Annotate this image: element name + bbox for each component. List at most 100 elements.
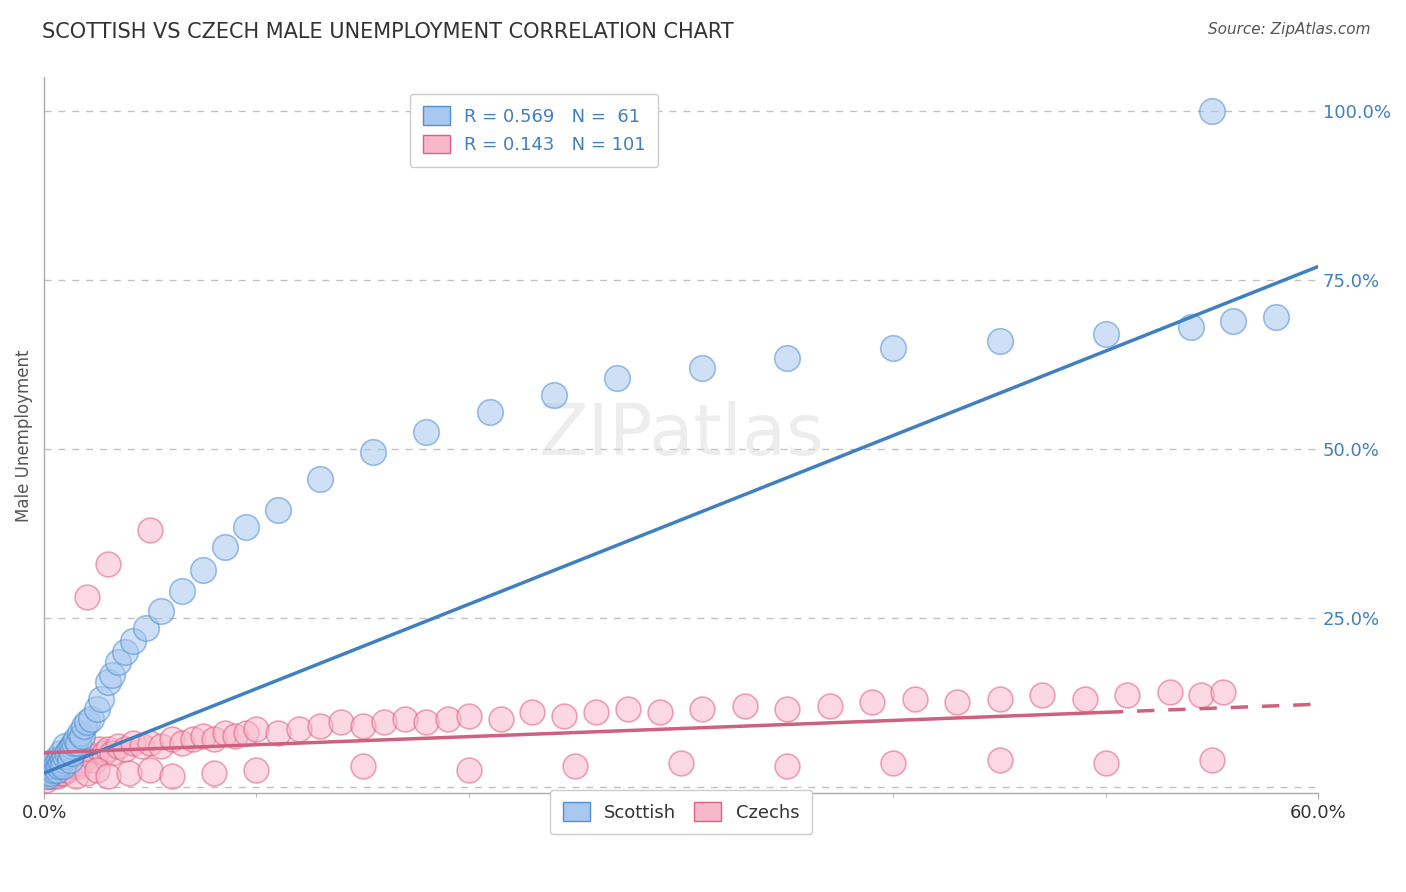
Point	[904, 691, 927, 706]
Point	[60, 759, 83, 773]
Point	[80, 749, 103, 764]
Point	[181, 732, 204, 747]
Point	[93, 746, 115, 760]
Point	[1201, 753, 1223, 767]
Point	[41, 763, 63, 777]
Point	[48, 759, 70, 773]
Point	[149, 604, 172, 618]
Point	[1264, 310, 1286, 325]
Point	[41, 756, 63, 770]
Point	[1094, 327, 1116, 342]
Point	[45, 759, 67, 773]
Point	[131, 739, 153, 753]
Point	[882, 341, 904, 355]
Point	[45, 756, 67, 770]
Point	[373, 715, 395, 730]
Point	[35, 772, 58, 787]
Point	[245, 722, 267, 736]
Legend: Scottish, Czechs: Scottish, Czechs	[550, 789, 813, 834]
Point	[139, 736, 162, 750]
Point	[58, 756, 80, 770]
Point	[309, 472, 332, 486]
Point	[73, 753, 96, 767]
Point	[606, 371, 628, 385]
Point	[394, 712, 416, 726]
Point	[97, 674, 120, 689]
Point	[118, 766, 141, 780]
Point	[489, 712, 512, 726]
Point	[90, 691, 112, 706]
Point	[988, 753, 1011, 767]
Point	[1189, 689, 1212, 703]
Point	[648, 706, 671, 720]
Point	[1073, 691, 1095, 706]
Point	[39, 769, 62, 783]
Point	[114, 644, 136, 658]
Point	[48, 753, 70, 767]
Point	[361, 445, 384, 459]
Text: SCOTTISH VS CZECH MALE UNEMPLOYMENT CORRELATION CHART: SCOTTISH VS CZECH MALE UNEMPLOYMENT CORR…	[42, 22, 734, 42]
Point	[48, 763, 70, 777]
Point	[692, 702, 714, 716]
Point	[49, 756, 72, 770]
Point	[101, 746, 124, 760]
Point	[39, 766, 62, 780]
Point	[72, 756, 94, 770]
Point	[58, 753, 80, 767]
Point	[39, 759, 62, 773]
Point	[122, 634, 145, 648]
Point	[522, 706, 544, 720]
Point	[139, 763, 162, 777]
Point	[214, 725, 236, 739]
Point	[882, 756, 904, 770]
Point	[41, 769, 63, 783]
Point	[776, 759, 799, 773]
Point	[86, 763, 108, 777]
Point	[415, 715, 437, 730]
Point	[352, 719, 374, 733]
Point	[288, 722, 311, 736]
Point	[585, 706, 607, 720]
Point	[35, 766, 58, 780]
Point	[669, 756, 692, 770]
Point	[988, 691, 1011, 706]
Point	[107, 655, 129, 669]
Point	[65, 732, 87, 747]
Point	[352, 759, 374, 773]
Point	[692, 360, 714, 375]
Point	[39, 763, 62, 777]
Point	[37, 769, 59, 783]
Point	[69, 749, 91, 764]
Point	[988, 334, 1011, 348]
Point	[193, 729, 215, 743]
Point	[53, 749, 76, 764]
Point	[1094, 756, 1116, 770]
Point	[72, 729, 94, 743]
Point	[202, 766, 225, 780]
Point	[172, 583, 194, 598]
Point	[84, 753, 107, 767]
Point	[1212, 685, 1234, 699]
Point	[224, 729, 246, 743]
Point	[53, 753, 76, 767]
Point	[37, 766, 59, 780]
Point	[946, 695, 969, 709]
Point	[41, 766, 63, 780]
Point	[60, 746, 83, 760]
Point	[235, 725, 257, 739]
Point	[266, 725, 288, 739]
Point	[776, 351, 799, 365]
Point	[37, 763, 59, 777]
Point	[76, 746, 98, 760]
Point	[52, 766, 75, 780]
Point	[60, 739, 83, 753]
Point	[44, 766, 66, 780]
Point	[44, 763, 66, 777]
Point	[65, 769, 87, 783]
Y-axis label: Male Unemployment: Male Unemployment	[15, 349, 32, 522]
Point	[330, 715, 353, 730]
Point	[107, 739, 129, 753]
Point	[214, 540, 236, 554]
Point	[1201, 104, 1223, 119]
Point	[73, 719, 96, 733]
